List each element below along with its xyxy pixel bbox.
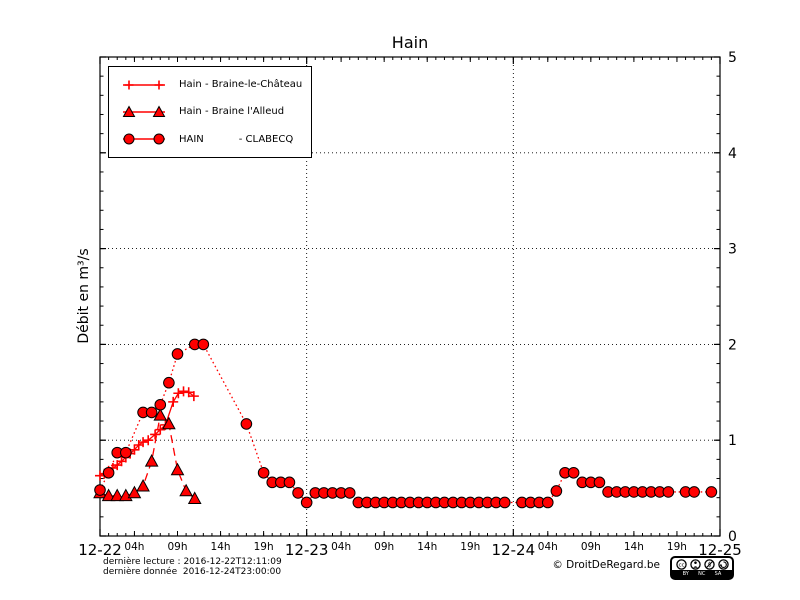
chart-title: Hain [391,33,429,52]
x-day-tick-label: 12-23 [285,541,329,559]
last-reading-note: dernière lecture : 2016-12-22T12:11:09 [103,557,282,567]
x-hour-tick-label: 14h [624,541,644,553]
copyright-text: © DroitDeRegard.be [552,559,660,571]
y-tick-label: 5 [728,50,737,66]
data-point-circle [688,486,700,498]
data-point-plus [143,435,154,446]
data-point-triangle [187,491,202,504]
data-point-triangle [153,408,168,421]
cc-icon-row: cc $ [672,558,732,570]
data-point-circle [498,496,511,509]
x-hour-tick-label: 04h [124,541,144,553]
svg-text:cc: cc [678,562,684,568]
data-point-circle [705,486,718,498]
data-point-plus [168,396,179,407]
x-hour-tick-label: 09h [581,541,601,553]
legend-item-hain-clabecq: HAIN - CLABECQ [109,132,311,146]
y-tick-label: 0 [728,529,737,545]
cc-sa-label: SA [714,571,722,577]
x-hour-tick-label: 14h [417,541,437,553]
series-line [99,343,712,504]
data-point-circle [145,406,158,419]
data-point-circle [343,487,356,499]
data-point-plus [129,444,140,455]
data-point-plus [183,387,194,398]
data-point-circle [541,496,554,509]
cc-nc-icon: $ [703,558,715,570]
legend-triangle-marker-icon [122,105,166,117]
x-hour-tick-label: 19h [460,541,480,553]
data-point-circle [257,466,270,479]
data-point-circle [567,466,580,479]
data-point-circle [300,496,313,509]
data-point-plus [138,437,149,448]
cc-license-labels: BY NC SA [672,570,732,578]
legend-label: HAIN - CLABECQ [179,133,294,145]
data-point-circle [120,446,132,459]
data-point-circle [94,484,106,496]
cc-by-icon [689,558,701,570]
legend-label: Hain - Braine l'Alleud [179,106,285,118]
data-point-triangle [101,488,116,502]
data-point-circle [593,476,606,489]
data-point-circle [102,466,115,479]
data-point-circle [154,398,167,411]
cc-nc-label: NC [698,571,706,577]
data-point-triangle [162,416,176,430]
cc-sa-icon [717,558,729,570]
data-point-triangle [110,488,125,502]
y-tick-label: 1 [728,433,737,449]
data-point-triangle [127,485,142,499]
x-day-tick-label: 12-22 [78,541,122,559]
data-point-circle [662,486,675,498]
data-point-plus [95,470,105,481]
x-hour-tick-label: 19h [254,541,274,553]
last-data-note: dernière donnée 2016-12-24T23:00:00 [103,567,282,577]
data-point-plus [150,429,161,440]
legend-item-braine-le-chateau: Hain - Braine-le-Château [109,78,311,92]
data-point-circle [283,476,296,489]
cc-by-label: BY [682,571,689,577]
data-point-triangle [144,454,159,467]
y-tick-label: 2 [728,337,737,353]
legend: Hain - Braine-le-Château Hain - Braine l… [108,66,312,158]
x-hour-tick-label: 09h [167,541,187,553]
y-tick-label: 4 [728,146,737,162]
x-hour-tick-label: 09h [374,541,394,553]
data-point-circle [292,487,304,499]
legend-plus-marker-icon [123,80,165,90]
data-point-circle [240,418,253,430]
cc-logo-icon: cc [675,558,687,570]
y-tick-label: 3 [728,242,737,258]
data-point-circle [171,348,184,360]
data-point-plus [173,388,184,399]
data-point-plus [188,391,199,402]
x-hour-tick-label: 04h [538,541,558,553]
data-point-triangle [179,483,193,497]
data-point-triangle [136,478,150,492]
x-hour-tick-label: 19h [667,541,687,553]
data-point-circle [197,338,210,351]
legend-item-braine-l-alleud: Hain - Braine l'Alleud [109,105,311,119]
x-day-tick-label: 12-24 [492,541,536,559]
x-hour-tick-label: 04h [331,541,351,553]
legend-label: Hain - Braine-le-Château [179,79,303,91]
data-point-circle [550,485,563,497]
x-day-tick-label: 12-25 [698,541,742,559]
data-point-circle [163,376,175,389]
x-hour-tick-label: 14h [211,541,231,553]
legend-circle-marker-icon [123,133,165,145]
creative-commons-badge: cc $ BY NC SA [670,556,734,580]
data-point-triangle [170,462,185,476]
data-point-plus [178,386,189,397]
